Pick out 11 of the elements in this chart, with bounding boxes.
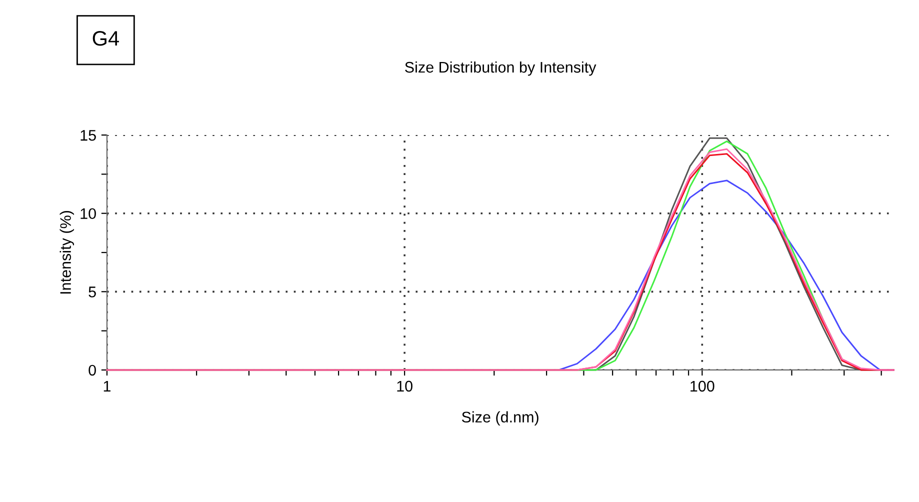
y-tick-label: 10 <box>80 208 96 220</box>
y-axis-title: Intensity (%) <box>60 211 74 294</box>
chart-title: Size Distribution by Intensity <box>405 61 596 76</box>
y-tick-label: 0 <box>88 364 96 376</box>
x-tick-label: 1 <box>104 380 110 392</box>
x-tick-label: 100 <box>690 380 714 392</box>
x-tick-label: 10 <box>397 380 412 392</box>
y-tick-label: 5 <box>88 286 96 298</box>
x-axis-title: Size (d.nm) <box>462 411 538 426</box>
text: G4 <box>92 31 119 46</box>
y-tick-label: 15 <box>80 130 96 141</box>
